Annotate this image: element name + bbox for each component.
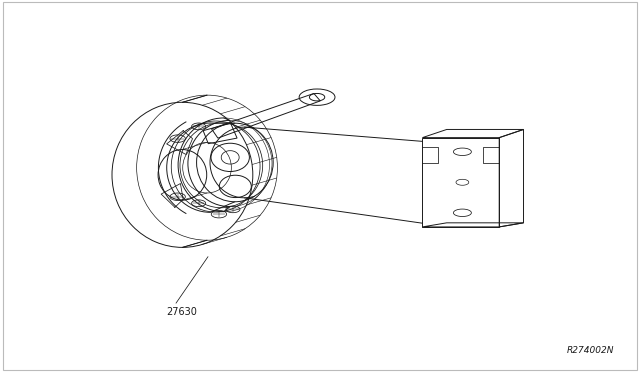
Text: 27630: 27630 — [166, 308, 197, 317]
Text: R274002N: R274002N — [567, 346, 614, 355]
